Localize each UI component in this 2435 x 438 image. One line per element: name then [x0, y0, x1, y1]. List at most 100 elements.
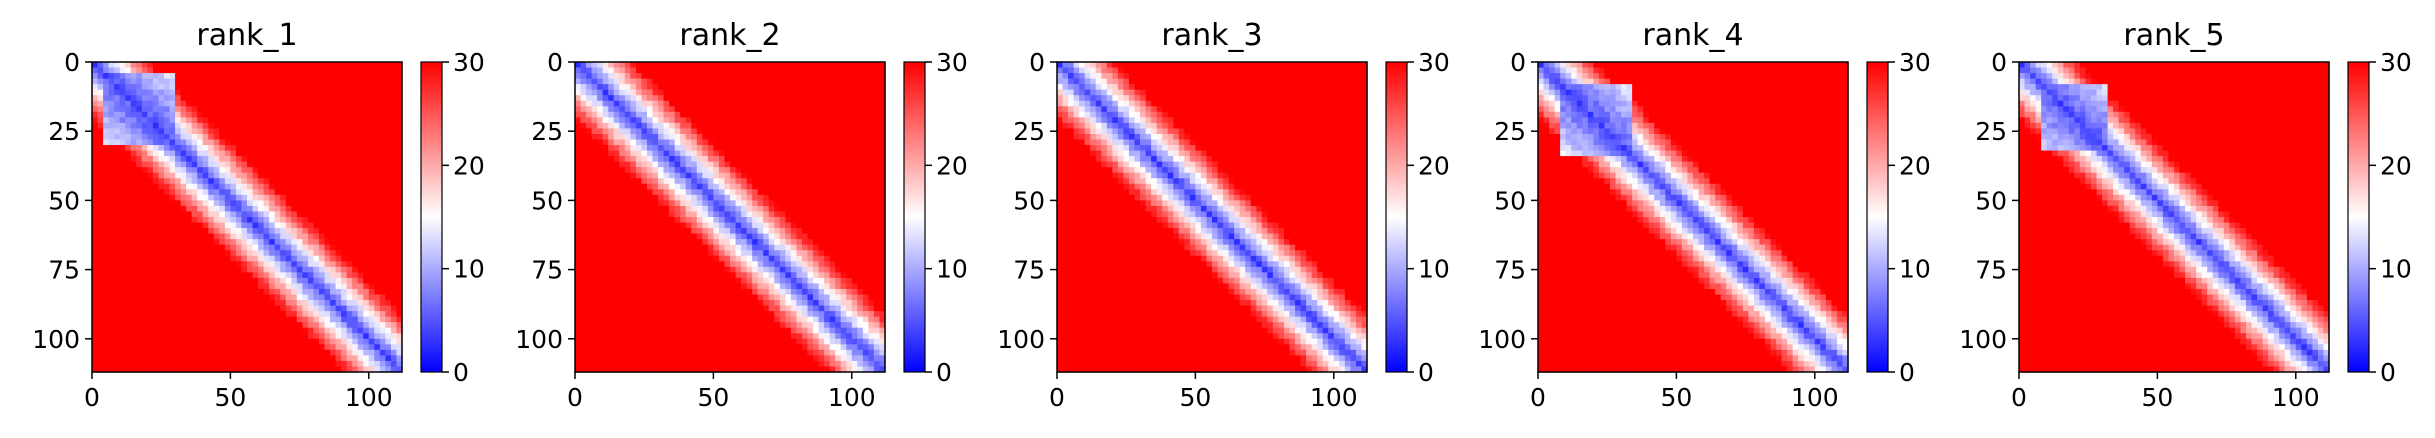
heatmap-cell [341, 350, 347, 356]
heatmap-cell [686, 206, 692, 212]
heatmap-cell [164, 211, 170, 217]
heatmap-cell [619, 79, 625, 85]
heatmap-cell [630, 184, 636, 190]
heatmap-cell [319, 68, 325, 74]
heatmap-cell [592, 206, 598, 212]
heatmap-cell [686, 145, 692, 151]
heatmap-cell [785, 73, 791, 79]
heatmap-cell [680, 101, 686, 107]
heatmap-cell [691, 195, 697, 201]
heatmap-cell [824, 62, 830, 68]
heatmap-cell [835, 189, 841, 195]
heatmap-cell [358, 200, 364, 206]
heatmap-cell [219, 339, 225, 345]
heatmap-cell [181, 195, 187, 201]
heatmap-cell [164, 289, 170, 295]
heatmap-cell [586, 145, 592, 151]
heatmap-cell [247, 256, 253, 262]
heatmap-cell [236, 311, 242, 317]
heatmap-cell [697, 73, 703, 79]
heatmap-cell [92, 261, 98, 267]
heatmap-cell [280, 173, 286, 179]
heatmap-cell [98, 306, 104, 312]
heatmap-cell [391, 140, 397, 146]
heatmap-cell [385, 178, 391, 184]
heatmap-cell [247, 317, 253, 323]
heatmap-cell [363, 184, 369, 190]
heatmap-cell [708, 217, 714, 223]
heatmap-cell [686, 112, 692, 118]
heatmap-cell [291, 272, 297, 278]
heatmap-cell [347, 250, 353, 256]
heatmap-cell [170, 322, 176, 328]
heatmap-cell [241, 217, 247, 223]
heatmap-cell [752, 62, 758, 68]
heatmap-cell [636, 200, 642, 206]
heatmap-cell [158, 317, 164, 323]
heatmap-cell [170, 206, 176, 212]
heatmap-cell [186, 73, 192, 79]
heatmap-cell [142, 328, 148, 334]
heatmap-cell [653, 234, 659, 240]
heatmap-cell [297, 283, 303, 289]
heatmap-cell [170, 211, 176, 217]
heatmap-cell [863, 123, 869, 129]
heatmap-cell [181, 239, 187, 245]
heatmap-cell [114, 145, 120, 151]
heatmap-cell [575, 239, 581, 245]
heatmap-cell [241, 200, 247, 206]
heatmap-cell [380, 140, 386, 146]
heatmap-cell [291, 333, 297, 339]
heatmap-cell [253, 228, 259, 234]
heatmap-cell [868, 101, 874, 107]
heatmap-cell [258, 106, 264, 112]
heatmap-cell [181, 206, 187, 212]
heatmap-cell [120, 317, 126, 323]
heatmap-cell [675, 79, 681, 85]
heatmap-cell [769, 167, 775, 173]
heatmap-cell [774, 167, 780, 173]
heatmap-cell [385, 90, 391, 96]
heatmap-cell [575, 195, 581, 201]
heatmap-cell [846, 211, 852, 217]
heatmap-cell [197, 328, 203, 334]
heatmap-cell [835, 79, 841, 85]
heatmap-cell [841, 140, 847, 146]
heatmap-cell [125, 245, 131, 251]
heatmap-cell [852, 189, 858, 195]
heatmap-cell [98, 123, 104, 129]
heatmap-cell [664, 200, 670, 206]
heatmap-cell [241, 278, 247, 284]
heatmap-cell [203, 200, 209, 206]
heatmap-cell [785, 239, 791, 245]
heatmap-cell [103, 339, 109, 345]
heatmap-cell [208, 317, 214, 323]
heatmap-cell [313, 156, 319, 162]
heatmap-cell [363, 283, 369, 289]
heatmap-cell [269, 156, 275, 162]
heatmap-cell [313, 173, 319, 179]
heatmap-cell [352, 217, 358, 223]
heatmap-cell [186, 162, 192, 168]
heatmap-cell [625, 151, 631, 157]
heatmap-cell [286, 228, 292, 234]
heatmap-cell [630, 217, 636, 223]
heatmap-cell [664, 178, 670, 184]
heatmap-cell [625, 228, 631, 234]
heatmap-cell [181, 112, 187, 118]
heatmap-cell [286, 278, 292, 284]
heatmap-cell [241, 73, 247, 79]
heatmap-cell [258, 68, 264, 74]
heatmap-cell [319, 311, 325, 317]
heatmap-cell [286, 189, 292, 195]
heatmap-cell [763, 167, 769, 173]
heatmap-cell [131, 250, 137, 256]
heatmap-cell [363, 228, 369, 234]
heatmap-cell [103, 289, 109, 295]
heatmap-cell [363, 68, 369, 74]
heatmap-cell [819, 167, 825, 173]
heatmap-cell [125, 361, 131, 367]
heatmap-cell [142, 339, 148, 345]
heatmap-cell [741, 134, 747, 140]
heatmap-cell [164, 189, 170, 195]
